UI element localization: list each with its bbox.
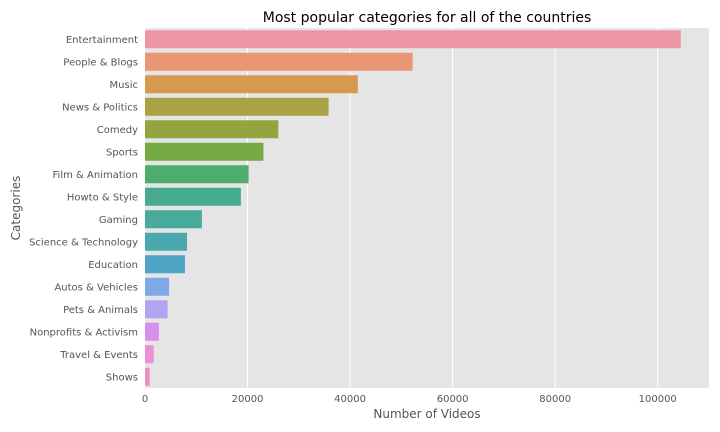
x-tick-label: 80000	[539, 394, 571, 405]
bar-howto-style	[145, 187, 241, 206]
y-tick-label: Music	[110, 80, 138, 91]
bar-comedy	[145, 120, 279, 139]
bar-shows	[145, 367, 150, 386]
bar-music	[145, 75, 358, 94]
x-tick-label: 20000	[232, 394, 264, 405]
bar-nonprofits-activism	[145, 322, 159, 341]
x-tick-label: 60000	[437, 394, 469, 405]
y-tick-label: Autos & Vehicles	[54, 282, 138, 293]
bar-news-politics	[145, 97, 329, 116]
x-tick-labels: 0 20000 40000 60000 80000 100000	[142, 394, 677, 405]
bar-gaming	[145, 210, 202, 229]
x-tick-label: 0	[142, 394, 148, 405]
y-tick-label: Shows	[106, 372, 138, 383]
bar-education	[145, 255, 185, 274]
x-axis-label: Number of Videos	[373, 407, 480, 421]
y-tick-label: News & Politics	[62, 102, 138, 113]
chart-title: Most popular categories for all of the c…	[263, 10, 592, 26]
bar-autos-vehicles	[145, 277, 170, 296]
y-tick-label: Howto & Style	[67, 192, 138, 203]
y-tick-label: Pets & Animals	[63, 305, 138, 316]
bars	[145, 30, 681, 386]
y-tick-label: Entertainment	[66, 35, 138, 46]
bar-people-blogs	[145, 52, 413, 71]
y-axis-label: Categories	[9, 176, 23, 241]
x-tick-label: 100000	[639, 394, 677, 405]
y-tick-labels: Entertainment People & Blogs Music News & P…	[29, 35, 138, 384]
bar-pets-animals	[145, 300, 168, 319]
bar-entertainment	[145, 30, 681, 49]
bar-film-animation	[145, 165, 249, 184]
bar-sports	[145, 142, 264, 161]
y-tick-label: Film & Animation	[53, 170, 138, 181]
y-tick-label: Gaming	[99, 215, 138, 226]
x-tick-label: 40000	[334, 394, 366, 405]
y-tick-label: Education	[88, 260, 138, 271]
y-tick-label: Travel & Events	[59, 350, 138, 361]
y-tick-label: Comedy	[97, 125, 138, 136]
y-tick-label: Sports	[106, 147, 138, 158]
bar-travel-events	[145, 345, 154, 364]
y-tick-label: People & Blogs	[63, 57, 138, 68]
y-tick-label: Nonprofits & Activism	[30, 327, 138, 338]
bar-science-technology	[145, 232, 188, 251]
y-tick-label: Science & Technology	[29, 237, 138, 248]
